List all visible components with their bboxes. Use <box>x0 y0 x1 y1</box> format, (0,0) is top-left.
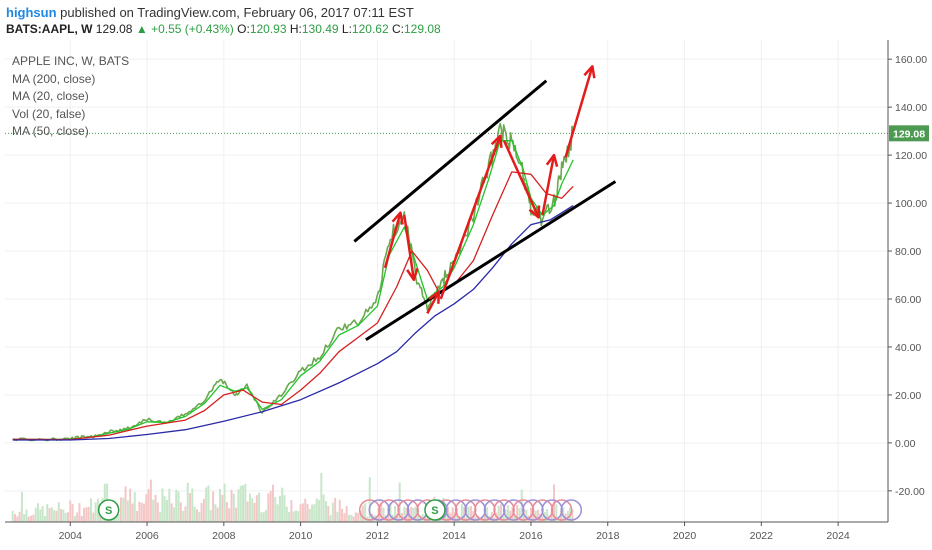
legend-item-ma50[interactable]: MA (50, close) <box>12 124 89 138</box>
up-arrow-icon: ▲ <box>135 22 148 36</box>
close-label: C: <box>391 22 404 36</box>
trend-arrow <box>383 212 402 269</box>
last-price: 129.08 <box>95 22 133 36</box>
channel-lower-line <box>365 180 617 342</box>
event-marker <box>483 499 506 521</box>
chart-header: highsun published on TradingView.com, Fe… <box>0 0 932 40</box>
event-marker <box>522 499 544 521</box>
author-link[interactable]: highsun <box>6 5 57 20</box>
x-tick-label: 2014 <box>442 530 466 542</box>
series-price <box>12 122 574 442</box>
open-value: 120.93 <box>249 22 287 36</box>
event-marker <box>560 499 583 521</box>
close-value: 129.08 <box>403 22 441 36</box>
event-marker <box>531 499 554 521</box>
event-marker <box>397 499 419 521</box>
event-marker <box>378 499 400 521</box>
trend-arrow-head <box>490 134 503 148</box>
x-tick-label: 2022 <box>750 530 774 542</box>
x-tick-label: 2016 <box>519 530 543 542</box>
low-value: 120.62 <box>351 22 389 36</box>
legend-item-ma20[interactable]: MA (20, close) <box>12 89 89 103</box>
trend-arrow-head <box>583 65 596 79</box>
event-marker <box>550 499 573 521</box>
event-marker <box>368 499 391 521</box>
y-tick-label: 60.00 <box>895 294 921 306</box>
trend-arrow-head <box>391 211 404 225</box>
trend-arrow <box>502 140 540 218</box>
event-marker <box>358 499 381 521</box>
y-tick-label: 100.00 <box>895 198 927 210</box>
x-tick-label: 2024 <box>826 530 850 542</box>
trend-arrow <box>541 154 556 216</box>
trend-arrow <box>439 135 502 300</box>
split-marker[interactable] <box>424 499 446 521</box>
y-tick-label: -20.00 <box>895 486 925 498</box>
trend-arrow-head <box>545 153 559 168</box>
legend-item-symbol[interactable]: APPLE INC, W, BATS <box>12 54 130 68</box>
event-marker <box>512 499 535 521</box>
series-ma200 <box>12 204 574 441</box>
x-tick-label: 2018 <box>596 530 620 542</box>
grid-lines <box>5 40 888 522</box>
event-marker <box>445 499 467 521</box>
price-change: +0.55 (+0.43%) <box>151 22 234 36</box>
high-value: 130.49 <box>301 22 339 36</box>
y-tick-label: 140.00 <box>895 102 927 114</box>
axes-layer: -20.00 0.00 20.00 40.00 60.00 80.00 100.00 120.… <box>5 40 929 542</box>
series-ma50 <box>12 171 574 441</box>
trend-arrow-head <box>428 290 441 304</box>
event-marker <box>474 499 496 521</box>
y-tick-label: 20.00 <box>895 390 921 402</box>
x-tick-label: 2008 <box>212 530 236 542</box>
y-tick-label: 80.00 <box>895 246 921 258</box>
trend-arrow <box>426 291 440 314</box>
legend-item-ma200[interactable]: MA (200, close) <box>12 71 96 86</box>
y-tick-label: 120.00 <box>895 150 927 162</box>
split-marker[interactable] <box>97 499 120 521</box>
x-tick-label: 2004 <box>59 530 83 542</box>
event-marker <box>541 499 563 521</box>
drawings-layer <box>353 65 617 342</box>
trend-arrow <box>403 214 416 280</box>
indicator-legend: APPLE INC, W, BATS MA (200, close) MA (2… <box>12 53 129 141</box>
quote-line: BATS:AAPL, W 129.08 ▲ +0.55 (+0.43%) O:1… <box>6 22 441 36</box>
last-price-badge-label: 129.08 <box>893 128 925 140</box>
y-tick-label: 40.00 <box>895 342 921 354</box>
x-tick-label: 2006 <box>135 530 159 542</box>
trend-arrow <box>564 66 594 158</box>
trend-arrow-head <box>528 205 541 219</box>
open-label: O: <box>237 22 250 36</box>
trend-arrow-head <box>406 267 419 282</box>
event-marker <box>387 499 410 521</box>
low-label: L: <box>341 22 352 36</box>
x-tick-label: 2012 <box>366 530 390 542</box>
series-ma20 <box>12 140 574 441</box>
event-marker <box>454 499 477 521</box>
publish-line: highsun published on TradingView.com, Fe… <box>6 5 414 20</box>
event-marker <box>502 499 525 521</box>
split-marker-label: S <box>431 505 438 517</box>
high-label: H: <box>289 22 302 36</box>
channel-upper-line <box>353 79 548 243</box>
series-layer <box>11 122 574 522</box>
publish-text: published on TradingView.com, February 0… <box>60 5 414 20</box>
symbol-label[interactable]: BATS:AAPL, W <box>6 22 93 36</box>
y-tick-label: 160.00 <box>895 54 927 66</box>
x-tick-label: 2010 <box>289 530 313 542</box>
last-price-badge <box>889 125 929 142</box>
x-tick-label: 2020 <box>673 530 697 542</box>
event-marker <box>493 499 515 521</box>
y-tick-label: 0.00 <box>895 438 916 450</box>
legend-item-volume[interactable]: Vol (20, false) <box>12 106 86 121</box>
split-marker-label: S <box>105 505 112 517</box>
event-marker <box>464 499 487 521</box>
